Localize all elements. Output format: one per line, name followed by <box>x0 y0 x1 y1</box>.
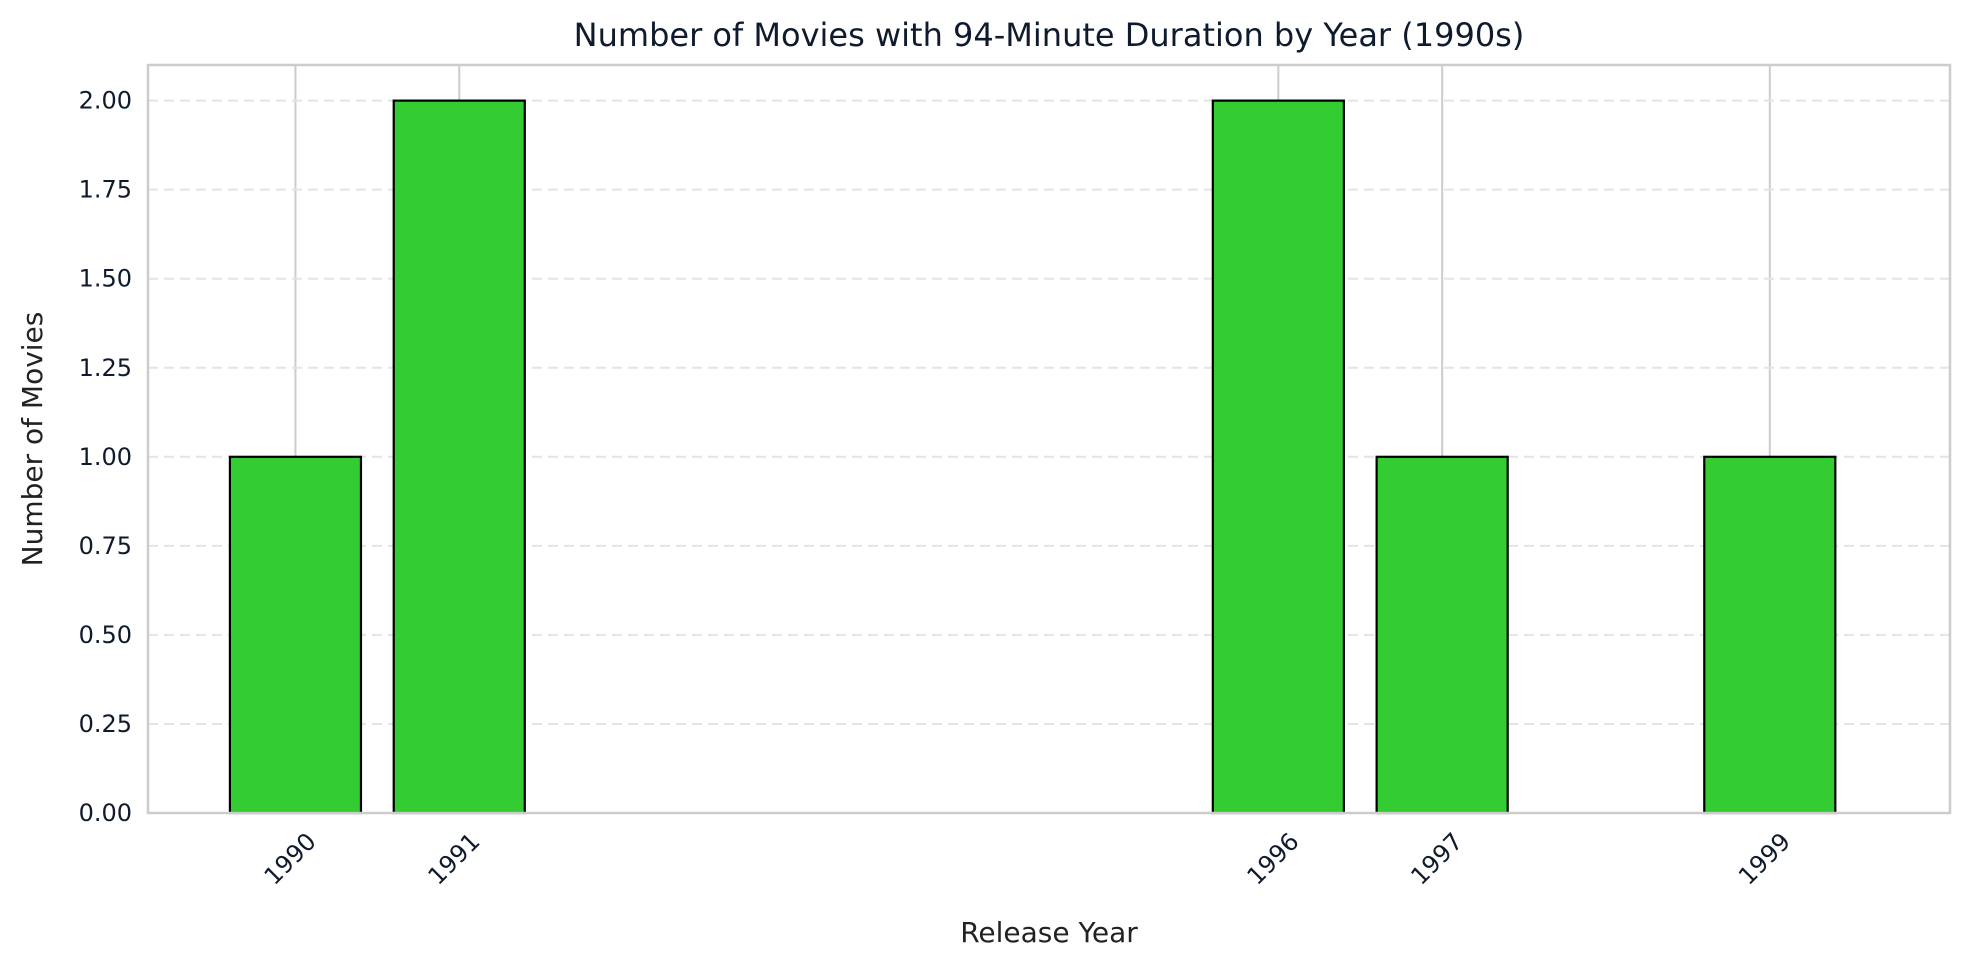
bar-1999 <box>1703 455 1837 815</box>
y-tick-label-3: 0.75 <box>79 532 132 560</box>
y-tick-label-0: 0.00 <box>79 799 132 827</box>
x-tick-labels: 1990 1991 1996 1997 1999 <box>259 827 1796 890</box>
y-tick-label-2: 0.50 <box>79 621 132 649</box>
y-tick-label-4: 1.00 <box>79 443 132 471</box>
x-tick-label-1997: 1997 <box>1405 827 1468 890</box>
x-tick-label-1999: 1999 <box>1733 827 1796 890</box>
y-tick-label-7: 1.75 <box>79 176 132 204</box>
x-tick-label-1990: 1990 <box>259 827 322 890</box>
bars <box>228 99 1837 815</box>
bar-1991 <box>392 99 526 815</box>
bar-1996 <box>1211 99 1345 815</box>
x-tick-label-1991: 1991 <box>423 827 486 890</box>
x-axis-label: Release Year <box>960 916 1138 949</box>
y-axis-label: Number of Movies <box>16 312 49 567</box>
y-tick-label-1: 0.25 <box>79 710 132 738</box>
horizontal-grid <box>148 99 1950 725</box>
y-tick-label-5: 1.25 <box>79 354 132 382</box>
bar-1990 <box>228 455 363 815</box>
y-tick-label-6: 1.50 <box>79 265 132 293</box>
chart-title: Number of Movies with 94-Minute Duration… <box>574 16 1525 54</box>
y-tick-labels: 0.00 0.25 0.50 0.75 1.00 1.25 1.50 1.75 2.00 <box>79 87 132 827</box>
y-tick-label-8: 2.00 <box>79 87 132 115</box>
bar-1997 <box>1375 455 1509 815</box>
plot-frame <box>146 63 1952 815</box>
x-tick-label-1996: 1996 <box>1242 827 1305 890</box>
